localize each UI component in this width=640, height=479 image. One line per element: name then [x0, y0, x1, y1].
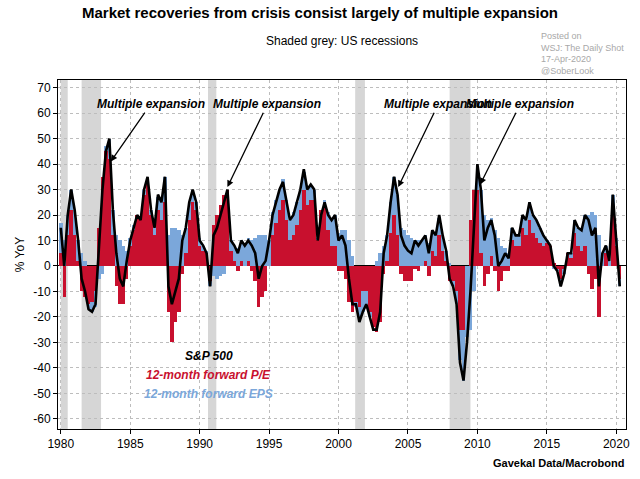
svg-text:30: 30: [37, 183, 51, 197]
svg-text:2000: 2000: [325, 437, 352, 451]
svg-text:50: 50: [37, 132, 51, 146]
svg-text:S&P 500: S&P 500: [185, 349, 233, 363]
svg-text:1990: 1990: [186, 437, 213, 451]
svg-text:Multiple expansion: Multiple expansion: [466, 97, 574, 111]
svg-text:Posted onWSJ: The Daily Shot17: Posted onWSJ: The Daily Shot17-Apr-2020@…: [541, 31, 624, 76]
svg-text:2015: 2015: [533, 437, 560, 451]
svg-text:40: 40: [37, 157, 51, 171]
svg-text:0: 0: [44, 259, 51, 273]
svg-text:1980: 1980: [47, 437, 74, 451]
svg-text:20: 20: [37, 208, 51, 222]
svg-text:Gavekal Data/Macrobond: Gavekal Data/Macrobond: [493, 457, 624, 469]
svg-text:Multiple expansion: Multiple expansion: [384, 97, 492, 111]
svg-text:2020: 2020: [603, 437, 630, 451]
svg-text:12-month forward EPS: 12-month forward EPS: [144, 387, 273, 401]
svg-text:70: 70: [37, 81, 51, 95]
svg-text:-30: -30: [33, 336, 51, 350]
svg-text:-10: -10: [33, 285, 51, 299]
svg-text:Market recoveries from crisis: Market recoveries from crisis consist la…: [82, 4, 558, 21]
svg-text:2005: 2005: [395, 437, 422, 451]
svg-text:-50: -50: [33, 387, 51, 401]
svg-text:1985: 1985: [117, 437, 144, 451]
svg-text:12-month forward P/E: 12-month forward P/E: [146, 368, 271, 382]
svg-text:10: 10: [37, 234, 51, 248]
svg-text:% YoY: % YoY: [13, 237, 27, 272]
svg-text:1995: 1995: [256, 437, 283, 451]
svg-text:Shaded grey: US recessions: Shaded grey: US recessions: [266, 34, 418, 48]
svg-text:-60: -60: [33, 412, 51, 426]
svg-text:Multiple expansion: Multiple expansion: [97, 97, 205, 111]
svg-text:-40: -40: [33, 361, 51, 375]
svg-text:60: 60: [37, 106, 51, 120]
svg-text:2010: 2010: [464, 437, 491, 451]
svg-text:Multiple expansion: Multiple expansion: [213, 97, 321, 111]
svg-text:-20: -20: [33, 310, 51, 324]
